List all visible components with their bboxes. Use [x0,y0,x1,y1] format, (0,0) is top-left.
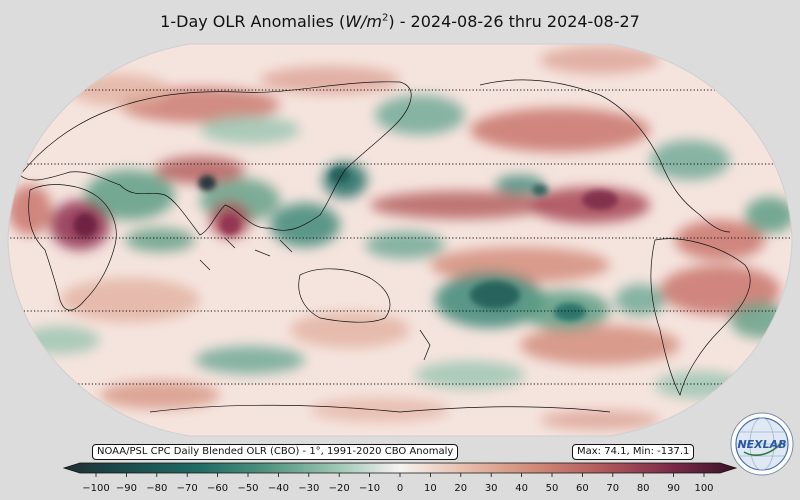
eurasia-outline [19,81,412,236]
colorbar-tick-label: 60 [576,483,589,494]
colorbar-tick-label: 20 [454,483,468,494]
coastlines [19,79,751,413]
colorbar-tick-label: 30 [484,483,498,494]
colorbar-tick-label: −90 [115,483,137,494]
colorbar-gradient [62,462,738,474]
colorbar-tick-label: 90 [667,483,680,494]
maritime-continent-islands [199,237,293,271]
globe-logo-icon: NEXLAB [730,412,794,476]
colorbar-tick-label: −100 [82,483,110,494]
colorbar-tick-label: −50 [237,483,259,494]
colorbar-tick-label: −80 [146,483,168,494]
colorbar-tick-label: −60 [207,483,229,494]
north-america-coast [479,79,731,233]
colorbar-tick-label: 100 [694,483,714,494]
title-suffix: ) - 2024-08-26 thru 2024-08-27 [388,12,640,31]
globe-outline [7,43,793,437]
colorbar-tick-label: −30 [298,483,320,494]
data-source-label: NOAA/PSL CPC Daily Blended OLR (CBO) - 1… [92,444,459,460]
colorbar-tick-marks [95,473,705,477]
antarctica-coast [149,404,611,413]
anomaly-field [8,44,792,436]
logo-text: NEXLAB [737,438,786,451]
colorbar-tick-label: 40 [515,483,528,494]
africa-outline [28,184,117,311]
colorbar [62,462,738,477]
map-title: 1-Day OLR Anomalies (W/m2) - 2024-08-26 … [0,12,800,31]
colorbar-tick-label: 70 [606,483,620,494]
colorbar-tick-label: −70 [176,483,198,494]
new-zealand-outline [419,329,431,361]
colorbar-tick-label: 80 [636,483,650,494]
colorbar-tick-label: −40 [267,483,289,494]
title-unit-power: 2 [381,12,389,24]
strong-anomaly-cores [73,167,618,321]
nexlab-logo: NEXLAB [730,412,794,476]
colorbar-tick-label: 50 [545,483,559,494]
latitude-lines [8,89,792,385]
colorbar-tick-label: 0 [396,483,404,494]
max-min-stats: Max: 74.1, Min: -137.1 [572,444,695,460]
title-unit: W/m [345,12,382,31]
title-prefix: 1-Day OLR Anomalies ( [160,12,346,31]
colorbar-tick-label: 10 [424,483,437,494]
colorbar-tick-label: −10 [359,483,381,494]
south-america-outline [650,238,751,396]
colorbar-tick-label: −20 [328,483,350,494]
